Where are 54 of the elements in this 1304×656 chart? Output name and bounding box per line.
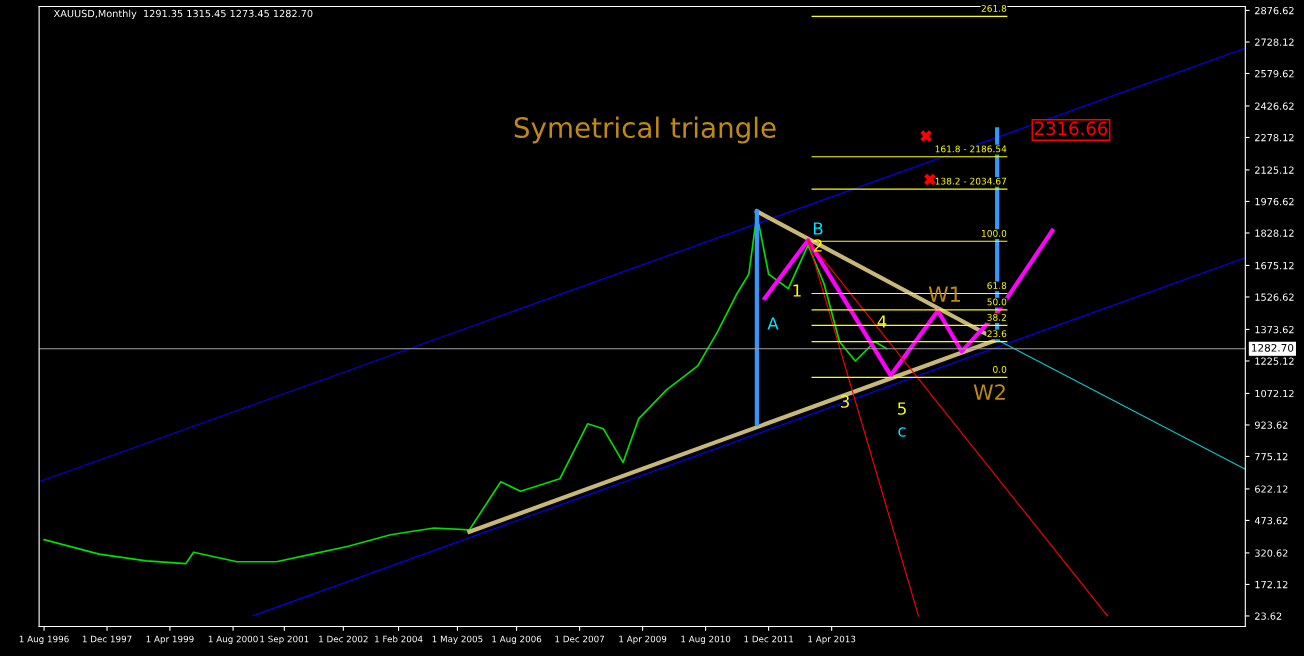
x-tick-label: 1 Aug 2010 bbox=[681, 635, 731, 644]
x-tick-label: 1 Dec 2007 bbox=[555, 635, 605, 643]
y-tick-label: 1225.12 bbox=[1255, 357, 1294, 365]
annotation: B bbox=[813, 222, 823, 235]
x-tick-label: 1 Apr 2013 bbox=[808, 635, 856, 644]
y-tick-label: 172.12 bbox=[1255, 580, 1288, 589]
y-tick-label: 1675.12 bbox=[1255, 261, 1294, 270]
y-tick-label: 2876.62 bbox=[1255, 6, 1294, 15]
ref-line-label: 1282.70 bbox=[1252, 343, 1294, 352]
x-tick-label: 1 Aug 1996 bbox=[19, 635, 69, 644]
annotation: 38.2 bbox=[987, 313, 1006, 321]
annotation: 1 bbox=[793, 284, 801, 297]
annotation: 100.0 bbox=[982, 229, 1007, 237]
annotation: 261.8 bbox=[981, 4, 1007, 12]
x-tick-label: 1 Dec 1997 bbox=[82, 635, 132, 643]
annotation: c bbox=[898, 427, 906, 437]
y-tick-label: 1976.62 bbox=[1255, 197, 1294, 206]
y-tick-label: 1828.12 bbox=[1255, 229, 1294, 237]
x-tick-label: 1 Dec 2011 bbox=[744, 635, 793, 643]
y-tick-label: 2728.12 bbox=[1255, 38, 1294, 46]
annotation: A bbox=[767, 317, 779, 330]
x-tick-label: 1 Sep 2001 bbox=[260, 635, 309, 644]
y-tick-label: 2278.12 bbox=[1255, 133, 1294, 142]
annotation: 2316.66 bbox=[1034, 121, 1108, 136]
y-tick-label: 473.62 bbox=[1254, 516, 1288, 525]
annotation: 5 bbox=[897, 402, 906, 415]
annotation: 23.6 bbox=[987, 330, 1007, 338]
x-tick-label: 1 Aug 2006 bbox=[492, 635, 542, 644]
y-tick-label: 1072.12 bbox=[1255, 389, 1294, 398]
x-tick-label: 1 May 2005 bbox=[432, 635, 483, 644]
annotation: 50.0 bbox=[987, 298, 1007, 306]
x-tick-label: 1 Aug 2000 bbox=[208, 635, 258, 644]
x-tick-label: 1 Apr 2009 bbox=[619, 635, 667, 644]
annotation: 61.8 bbox=[987, 282, 1007, 289]
y-tick-label: 1373.62 bbox=[1255, 325, 1294, 334]
annotation: 0.0 bbox=[993, 365, 1007, 373]
y-tick-label: 2579.62 bbox=[1255, 69, 1294, 78]
x-tick-label: 1 Dec 2002 bbox=[319, 635, 368, 643]
annotation: Symetrical triangle bbox=[514, 116, 776, 144]
y-tick-label: 23.62 bbox=[1255, 612, 1282, 620]
y-tick-label: 2426.62 bbox=[1255, 102, 1294, 110]
y-tick-label: 923.62 bbox=[1254, 421, 1288, 429]
y-tick-label: 2125.12 bbox=[1255, 166, 1294, 174]
annotation: 138.2 - 2034.67 bbox=[935, 177, 1007, 185]
y-tick-label: 775.12 bbox=[1255, 452, 1288, 461]
y-tick-label: 1526.62 bbox=[1255, 293, 1294, 301]
y-tick-label: 622.12 bbox=[1255, 485, 1288, 493]
y-tick-label: 320.62 bbox=[1255, 549, 1288, 557]
annotation: W2 bbox=[973, 384, 1005, 400]
x-tick-label: 1 Feb 2004 bbox=[375, 635, 423, 643]
x-tick-label: 1 Apr 1999 bbox=[146, 635, 194, 644]
annotation: 161.8 - 2186.54 bbox=[935, 145, 1007, 153]
chart-title: XAUUSD,Monthly 1291.35 1315.45 1273.45 1282.70 bbox=[53, 9, 313, 20]
annotation: 4 bbox=[877, 315, 887, 328]
